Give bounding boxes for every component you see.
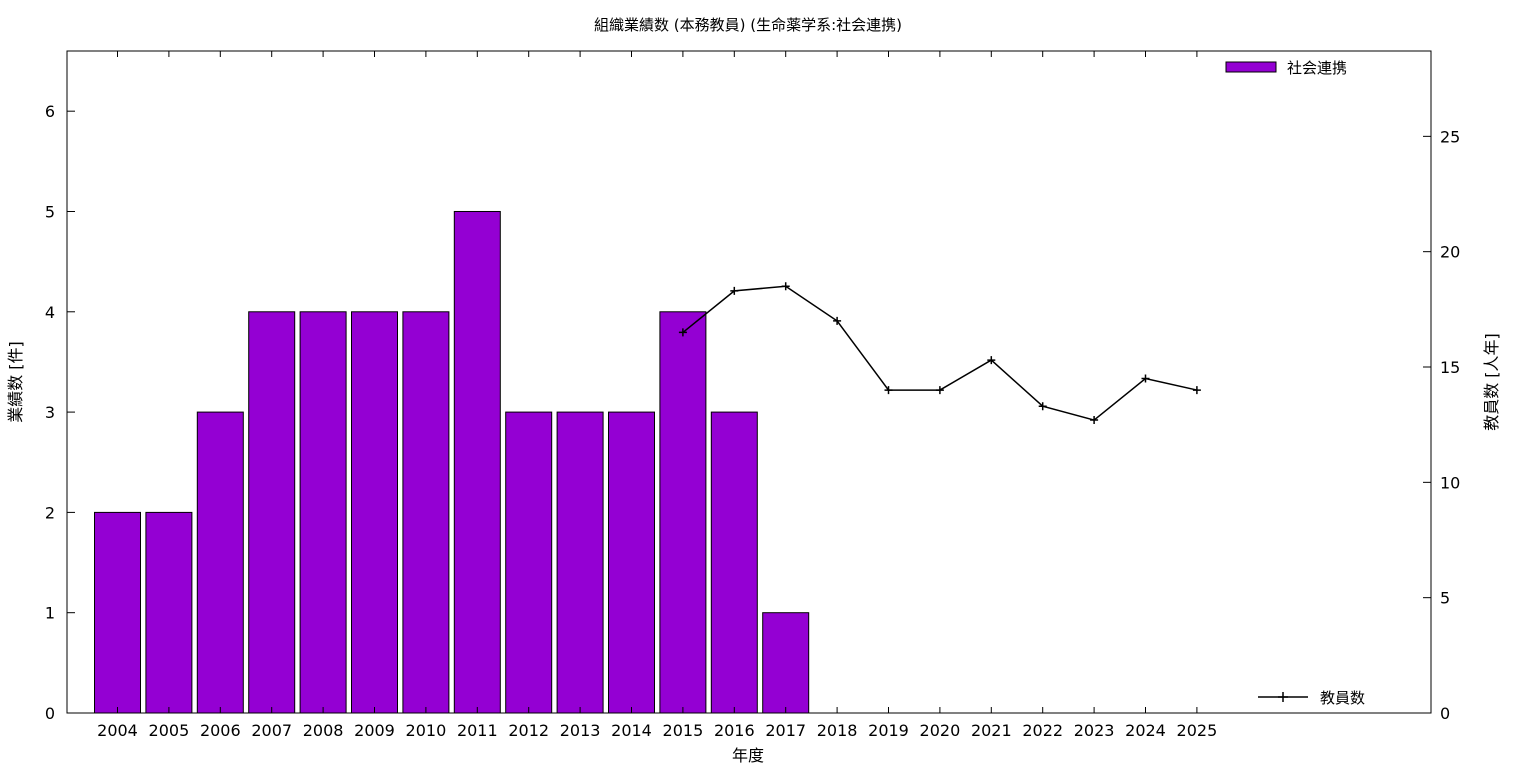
y-tick-label-1: 1 (45, 604, 55, 623)
y-tick-label-5: 5 (45, 202, 55, 221)
y2-axis-label: 教員数 [人年] (1482, 333, 1501, 431)
y2-tick-label-10: 10 (1440, 473, 1460, 492)
x-tick-label-2021: 2021 (971, 721, 1012, 740)
legend-line: 教員数 (1258, 689, 1365, 707)
y2-tick-label-20: 20 (1440, 243, 1460, 262)
x-tick-label-2011: 2011 (457, 721, 498, 740)
teacher-count-point-2020 (935, 386, 944, 395)
teacher-count-line-layer (678, 282, 1201, 425)
x-tick-label-2018: 2018 (817, 721, 858, 740)
teacher-count-point-2022 (1038, 402, 1047, 411)
y-tick-label-4: 4 (45, 303, 55, 322)
bar-2008 (299, 311, 347, 714)
x-tick-label-2024: 2024 (1125, 721, 1166, 740)
x-tick-label-2022: 2022 (1022, 721, 1063, 740)
bar-2007 (248, 311, 296, 714)
x-tick-label-2005: 2005 (149, 721, 190, 740)
teacher-count-point-2021 (987, 356, 996, 365)
x-tick-label-2025: 2025 (1177, 721, 1218, 740)
y2-tick-label-25: 25 (1440, 127, 1460, 146)
x-tick-label-2015: 2015 (663, 721, 704, 740)
y-axis-left: 0 1 2 3 4 5 6 (45, 102, 75, 723)
bars-layer (94, 210, 810, 714)
x-axis-label: 年度 (732, 746, 764, 765)
legend-bar-swatch (1225, 61, 1277, 73)
x-tick-label-2010: 2010 (406, 721, 447, 740)
y-tick-label-6: 6 (45, 102, 55, 121)
bar-2010 (402, 311, 450, 714)
x-tick-label-2014: 2014 (611, 721, 652, 740)
teacher-count-line (682, 285, 1198, 421)
bar-2013 (556, 411, 604, 714)
bar-2017 (762, 612, 810, 714)
x-tick-label-2020: 2020 (920, 721, 961, 740)
x-tick-label-2004: 2004 (97, 721, 138, 740)
y2-tick-label-0: 0 (1440, 704, 1450, 723)
y2-tick-label-15: 15 (1440, 358, 1460, 377)
x-tick-label-2009: 2009 (354, 721, 395, 740)
bar-2005 (145, 511, 193, 714)
teacher-count-point-2015 (678, 328, 687, 337)
y-tick-label-0: 0 (45, 704, 55, 723)
x-tick-label-2013: 2013 (560, 721, 601, 740)
teacher-count-point-2018 (833, 316, 842, 325)
teacher-count-point-2024 (1141, 374, 1150, 383)
x-tick-label-2008: 2008 (303, 721, 344, 740)
legend-bar: 社会連携 (1225, 59, 1347, 77)
y2-tick-label-5: 5 (1440, 589, 1450, 608)
chart-title: 組織業績数 (本務教員) (生命薬学系:社会連携) (594, 16, 902, 34)
x-axis: 2004 2005 2006 2007 2008 2009 2010 2011 2012 2013… (97, 51, 1217, 740)
bar-2004 (94, 511, 141, 714)
x-tick-label-2017: 2017 (765, 721, 806, 740)
y-tick-label-3: 3 (45, 403, 55, 422)
bar-2016 (710, 411, 758, 714)
x-tick-label-2019: 2019 (868, 721, 909, 740)
legend-bar-label: 社会連携 (1287, 59, 1347, 77)
legend-line-label: 教員数 (1320, 689, 1365, 707)
x-tick-label-2007: 2007 (251, 721, 292, 740)
teacher-count-point-2019 (884, 386, 893, 395)
bar-2006 (196, 411, 244, 714)
plot-area-frame (66, 50, 1432, 714)
teacher-count-point-2016 (730, 286, 739, 295)
bar-2009 (351, 311, 398, 714)
legend-line-marker (1278, 692, 1288, 702)
y-tick-label-2: 2 (45, 503, 55, 522)
bar-2012 (505, 411, 553, 714)
bar-2015 (659, 311, 707, 714)
y-axis-label: 業績数 [件] (6, 341, 25, 423)
teacher-count-point-2017 (781, 282, 790, 291)
bar-2014 (608, 411, 655, 714)
x-tick-label-2012: 2012 (508, 721, 549, 740)
teacher-count-point-2025 (1192, 386, 1201, 395)
y-axis-right: 0 5 10 15 20 25 (1423, 127, 1460, 723)
x-tick-label-2016: 2016 (714, 721, 755, 740)
teacher-count-point-2023 (1090, 416, 1099, 425)
x-tick-label-2023: 2023 (1074, 721, 1115, 740)
x-tick-label-2006: 2006 (200, 721, 241, 740)
bar-2011 (453, 210, 501, 714)
